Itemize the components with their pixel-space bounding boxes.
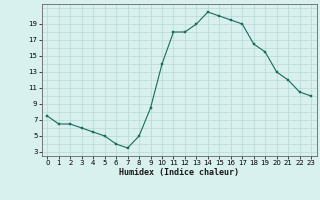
X-axis label: Humidex (Indice chaleur): Humidex (Indice chaleur): [119, 168, 239, 177]
